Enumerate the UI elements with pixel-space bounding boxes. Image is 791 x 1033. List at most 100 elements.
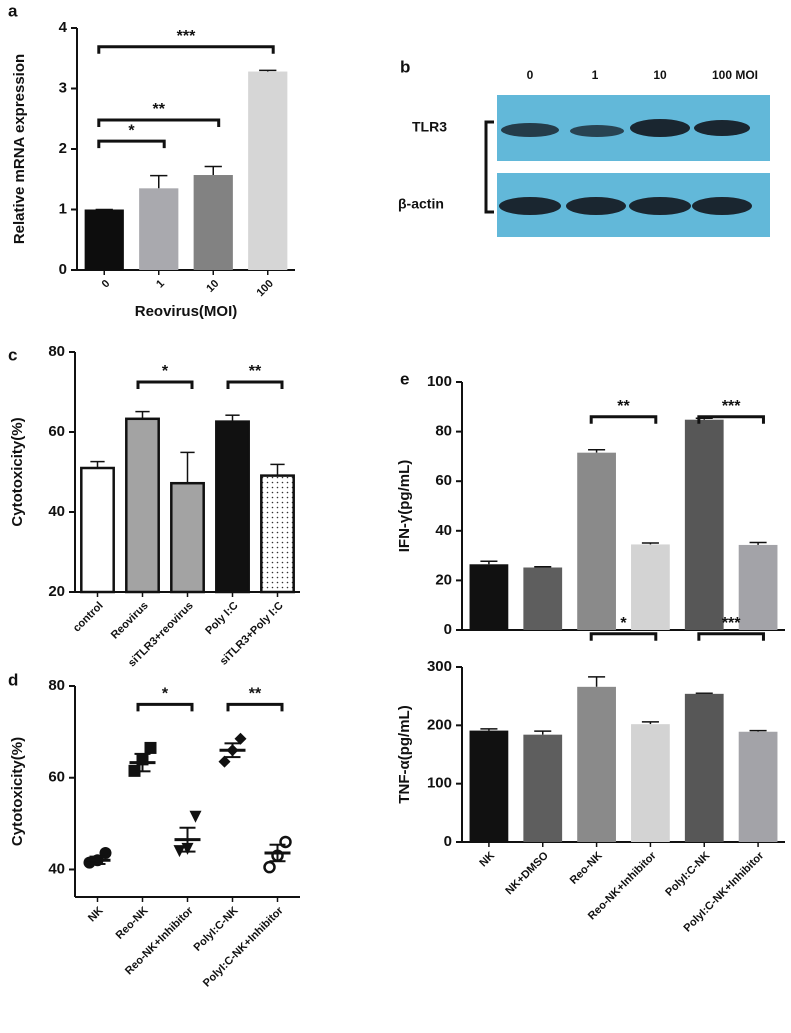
lane-label: 1 bbox=[592, 68, 599, 82]
significance-label: *** bbox=[722, 398, 741, 415]
y-tick-label: 0 bbox=[59, 261, 67, 278]
y-axis-title: Cytotoxicity(%) bbox=[9, 417, 26, 526]
y-axis-title: Relative mRNA expression bbox=[11, 54, 28, 244]
bar bbox=[523, 734, 563, 842]
panel-label: a bbox=[8, 1, 18, 20]
panel-label: b bbox=[400, 57, 410, 76]
point bbox=[263, 860, 276, 874]
bar bbox=[260, 474, 295, 594]
significance-bracket bbox=[697, 415, 765, 424]
significance-bracket bbox=[136, 380, 194, 389]
point bbox=[218, 755, 231, 768]
y-tick-label: 100 bbox=[427, 373, 452, 390]
significance-label: ** bbox=[617, 398, 630, 415]
significance-label: *** bbox=[722, 615, 741, 632]
y-tick-label: 4 bbox=[59, 19, 68, 36]
x-tick-label: 100 bbox=[254, 278, 275, 299]
significance-label: * bbox=[162, 686, 169, 703]
bar bbox=[215, 420, 250, 594]
blot-bands bbox=[499, 119, 752, 215]
blot-bracket bbox=[484, 120, 494, 214]
point bbox=[189, 810, 202, 823]
x-tick-label: 1 bbox=[154, 278, 167, 291]
bar bbox=[738, 544, 778, 630]
y-tick-label: 20 bbox=[48, 583, 65, 600]
y-axis-title: TNF-α(pg/mL) bbox=[396, 705, 413, 803]
bar bbox=[577, 686, 616, 842]
x-tick-label: NK bbox=[86, 905, 106, 925]
bar bbox=[631, 724, 670, 842]
significance-bracket bbox=[97, 139, 166, 149]
bar bbox=[738, 731, 778, 842]
y-tick-label: 80 bbox=[48, 343, 65, 360]
y-tick-label: 40 bbox=[48, 503, 65, 520]
x-tick-label: 10 bbox=[204, 278, 221, 295]
lane-label: 10 bbox=[653, 68, 667, 82]
row-label: TLR3 bbox=[412, 119, 447, 135]
y-axis-title: IFN-γ(pg/mL) bbox=[396, 460, 413, 552]
x-tick-label: control bbox=[71, 600, 106, 635]
significance-bracket bbox=[97, 118, 221, 127]
significance-label: ** bbox=[153, 101, 166, 118]
significance-bracket bbox=[226, 702, 284, 712]
panel-label: e bbox=[400, 369, 409, 388]
point bbox=[234, 732, 247, 745]
significance-label: *** bbox=[177, 28, 196, 45]
bar bbox=[469, 730, 509, 842]
y-tick-label: 100 bbox=[427, 775, 452, 792]
bar bbox=[80, 466, 115, 594]
significance-bracket bbox=[697, 632, 765, 641]
bar bbox=[684, 419, 724, 630]
y-tick-label: 80 bbox=[48, 677, 65, 694]
y-tick-label: 200 bbox=[427, 716, 452, 733]
y-tick-label: 40 bbox=[48, 860, 65, 877]
bar bbox=[523, 567, 563, 630]
x-tick-label: Poly I:C bbox=[203, 600, 240, 637]
y-axis-title: Cytotoxicity(%) bbox=[9, 737, 26, 846]
x-axis-title: Reovirus(MOI) bbox=[135, 303, 238, 320]
significance-label: ** bbox=[249, 686, 262, 703]
x-tick-label: NK+DMSO bbox=[503, 849, 551, 897]
panel-label: d bbox=[8, 670, 18, 689]
y-tick-label: 0 bbox=[444, 833, 452, 850]
bar bbox=[84, 209, 124, 270]
significance-bracket bbox=[136, 702, 194, 712]
y-tick-label: 3 bbox=[59, 79, 67, 96]
bar bbox=[631, 544, 670, 630]
x-tick-label: 0 bbox=[100, 278, 113, 291]
x-tick-label: NK bbox=[477, 850, 497, 870]
bar bbox=[248, 71, 288, 270]
significance-label: ** bbox=[249, 363, 262, 380]
y-tick-label: 60 bbox=[48, 423, 65, 440]
significance-bracket bbox=[97, 45, 275, 54]
x-tick-label: Reo-NK bbox=[568, 850, 605, 887]
significance-bracket bbox=[589, 632, 658, 641]
y-tick-label: 20 bbox=[435, 571, 452, 588]
x-tick-label: Reo-NK bbox=[114, 905, 151, 942]
y-tick-label: 60 bbox=[435, 472, 452, 489]
panel-label: c bbox=[8, 345, 17, 364]
row-label: β-actin bbox=[398, 196, 444, 212]
bar bbox=[125, 417, 160, 594]
significance-label: * bbox=[128, 122, 135, 139]
y-tick-label: 300 bbox=[427, 658, 452, 675]
y-tick-label: 2 bbox=[59, 140, 67, 157]
significance-bracket bbox=[226, 380, 284, 389]
bar bbox=[684, 693, 724, 842]
x-tick-label: PolyI:C-NK bbox=[663, 850, 712, 899]
point bbox=[144, 741, 157, 754]
x-tick-label: PolyI:C-NK+Inhibitor bbox=[201, 904, 286, 989]
lane-label: 0 bbox=[527, 68, 534, 82]
bar bbox=[577, 452, 616, 630]
y-tick-label: 0 bbox=[444, 621, 452, 638]
bar bbox=[193, 175, 233, 270]
bar bbox=[139, 188, 179, 270]
y-tick-label: 40 bbox=[435, 522, 452, 539]
lane-label: 100 MOI bbox=[712, 68, 758, 82]
significance-label: * bbox=[620, 615, 627, 632]
y-tick-label: 1 bbox=[59, 200, 67, 217]
bar bbox=[170, 481, 205, 594]
x-tick-label: PolyI:C-NK bbox=[192, 905, 241, 954]
